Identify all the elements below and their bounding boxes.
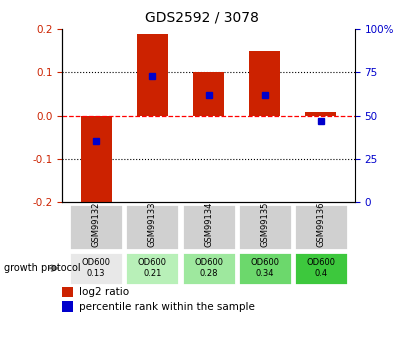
Bar [238, 252, 292, 285]
Bar [249, 51, 280, 116]
Text: percentile rank within the sample: percentile rank within the sample [79, 302, 254, 312]
Text: GSM99133: GSM99133 [148, 202, 157, 247]
Bar [62, 287, 73, 297]
Bar [69, 252, 123, 285]
Text: GDS2592 / 3078: GDS2592 / 3078 [145, 10, 258, 24]
Bar [294, 204, 348, 250]
Bar [182, 204, 235, 250]
Text: OD600
0.28: OD600 0.28 [194, 258, 223, 278]
Bar [182, 252, 235, 285]
Bar [81, 116, 112, 202]
Bar [305, 112, 337, 116]
Bar [137, 33, 168, 116]
Text: OD600
0.4: OD600 0.4 [306, 258, 335, 278]
Text: GSM99136: GSM99136 [316, 202, 326, 247]
Text: growth protocol: growth protocol [4, 263, 81, 273]
Text: OD600
0.34: OD600 0.34 [250, 258, 279, 278]
Bar [69, 204, 123, 250]
Bar [294, 252, 348, 285]
Bar [193, 72, 224, 116]
Text: GSM99134: GSM99134 [204, 202, 213, 247]
Text: OD600
0.21: OD600 0.21 [138, 258, 167, 278]
Bar [125, 204, 179, 250]
Text: log2 ratio: log2 ratio [79, 287, 129, 297]
Bar [62, 301, 73, 312]
Text: OD600
0.13: OD600 0.13 [82, 258, 111, 278]
Text: GSM99135: GSM99135 [260, 202, 269, 247]
Bar [125, 252, 179, 285]
Text: GSM99132: GSM99132 [91, 202, 101, 247]
Bar [238, 204, 292, 250]
